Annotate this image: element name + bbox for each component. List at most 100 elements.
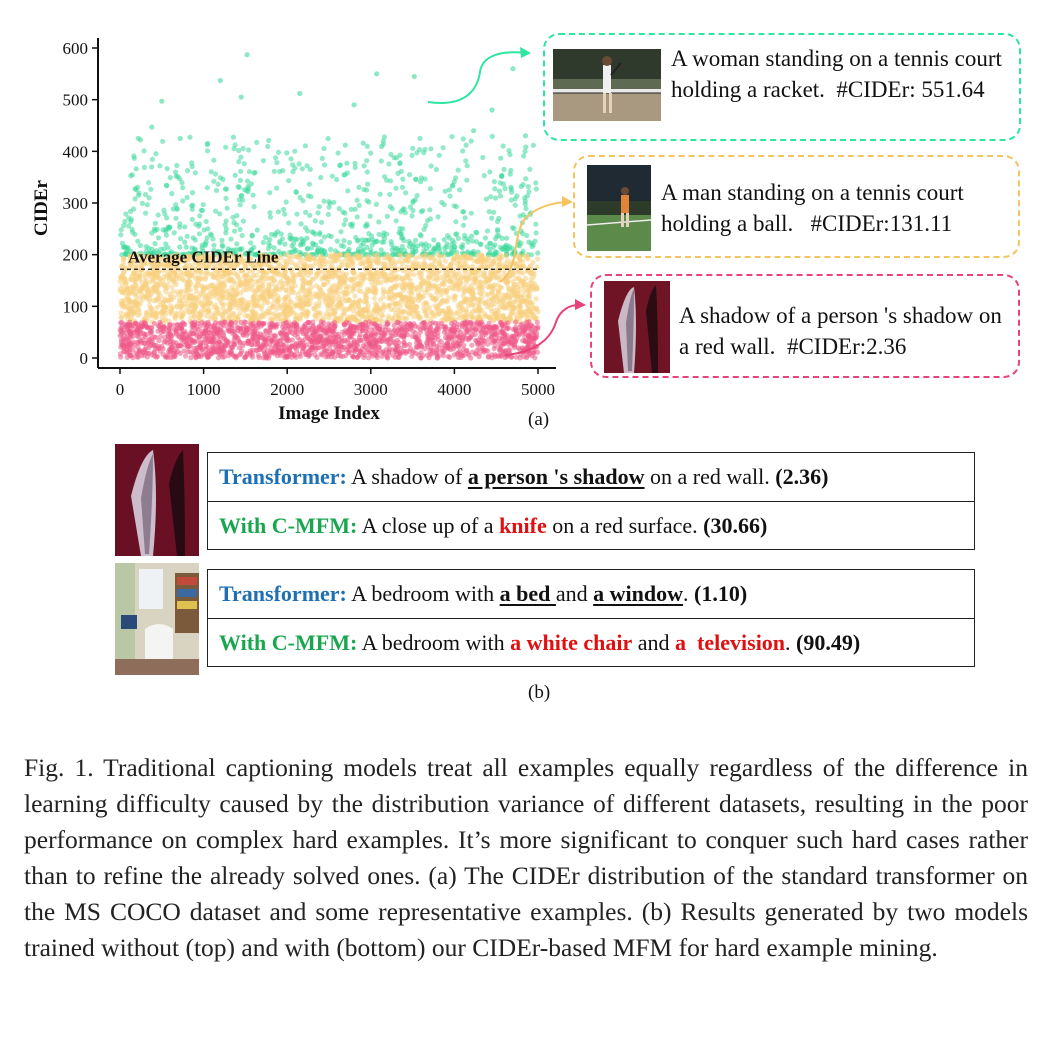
scatter-point: [331, 334, 337, 340]
scatter-point: [316, 204, 322, 210]
scatter-point: [488, 194, 494, 200]
scatter-point: [239, 232, 245, 239]
scatter-point: [413, 260, 420, 267]
scatter-point: [447, 278, 453, 284]
scatter-point: [220, 347, 226, 354]
scatter-point: [345, 262, 351, 268]
scatter-point: [398, 253, 404, 260]
scatter-point: [427, 216, 434, 222]
scatter-point: [182, 224, 188, 230]
scatter-point: [507, 171, 513, 177]
scatter-point: [179, 180, 185, 186]
scatter-point: [342, 298, 348, 304]
scatter-point: [525, 184, 531, 190]
scatter-point: [119, 289, 125, 295]
scatter-point: [507, 245, 513, 251]
scatter-point: [318, 219, 325, 225]
scatter-point: [381, 351, 387, 357]
cider-scatter-plot: 0 1000 2000 3000 4000 50000100200300400500600…: [31, 38, 586, 424]
scatter-point: [373, 267, 379, 273]
scatter-point: [255, 283, 262, 289]
scatter-point: [303, 256, 309, 262]
scatter-point: [452, 293, 458, 299]
scatter-point: [360, 306, 366, 313]
scatter-point: [418, 209, 424, 215]
scatter-point: [171, 230, 177, 236]
scatter-point: [356, 352, 363, 358]
scatter-point: [427, 207, 433, 213]
scatter-point: [410, 302, 416, 308]
scatter-point: [484, 228, 491, 234]
scatter-point: [433, 328, 439, 335]
scatter-point: [190, 300, 196, 306]
scatter-point: [458, 275, 464, 281]
scatter-point: [506, 325, 512, 331]
scatter-point: [193, 288, 199, 295]
scatter-point: [196, 315, 202, 321]
scatter-point: [359, 256, 365, 262]
scatter-point: [494, 233, 500, 239]
scatter-point: [407, 240, 413, 246]
scatter-point: [329, 305, 336, 311]
scatter-point: [262, 291, 268, 297]
scatter-point: [278, 263, 284, 269]
scatter-point: [245, 280, 251, 286]
scatter-point: [370, 310, 376, 316]
scatter-point: [291, 279, 297, 285]
scatter-point: [227, 306, 233, 312]
scatter-point: [236, 345, 242, 351]
scatter-point: [192, 170, 198, 176]
scatter-point: [327, 346, 333, 352]
scatter-point: [325, 136, 331, 142]
scatter-point: [121, 327, 127, 333]
scatter-point: [146, 180, 152, 186]
scatter-point: [463, 279, 469, 286]
scatter-point: [265, 143, 271, 150]
scatter-point: [365, 307, 371, 313]
scatter-point: [188, 305, 194, 311]
scatter-point: [146, 245, 152, 251]
scatter-point: [346, 246, 352, 252]
scatter-point: [286, 220, 292, 226]
scatter-point: [389, 242, 395, 248]
scatter-point: [199, 256, 206, 262]
scatter-point: [399, 184, 406, 190]
scatter-point: [187, 262, 193, 268]
scatter-point: [166, 277, 173, 283]
scatter-point: [269, 257, 275, 263]
scatter-point: [495, 313, 501, 319]
scatter-point: [424, 287, 431, 293]
scatter-point: [410, 207, 416, 214]
scatter-point: [288, 299, 294, 306]
scatter-point: [198, 270, 204, 276]
scatter-point: [135, 238, 141, 244]
scatter-point: [300, 298, 306, 304]
scatter-point: [307, 212, 313, 218]
scatter-point: [246, 147, 252, 153]
scatter-point: [192, 283, 198, 289]
scatter-point: [434, 270, 440, 276]
scatter-point: [384, 177, 390, 183]
scatter-point: [146, 195, 152, 201]
scatter-point: [263, 328, 269, 334]
scatter-point: [310, 319, 316, 325]
scatter-point: [530, 324, 536, 330]
scatter-point: [202, 297, 208, 303]
scatter-point: [520, 338, 526, 344]
scatter-point: [354, 252, 360, 258]
scatter-point: [506, 301, 512, 307]
scatter-point: [190, 339, 196, 345]
scatter-point: [444, 241, 450, 247]
scatter-point: [141, 148, 147, 154]
scatter-point: [254, 227, 260, 233]
scatter-point: [508, 186, 514, 192]
scatter-point: [152, 220, 158, 226]
scatter-point: [259, 321, 265, 327]
scatter-point: [373, 238, 379, 245]
scatter-point: [121, 223, 127, 229]
scatter-point: [227, 348, 234, 354]
scatter-point: [497, 261, 503, 267]
scatter-point: [250, 304, 256, 310]
scatter-point: [511, 304, 517, 310]
scatter-point: [296, 253, 303, 259]
